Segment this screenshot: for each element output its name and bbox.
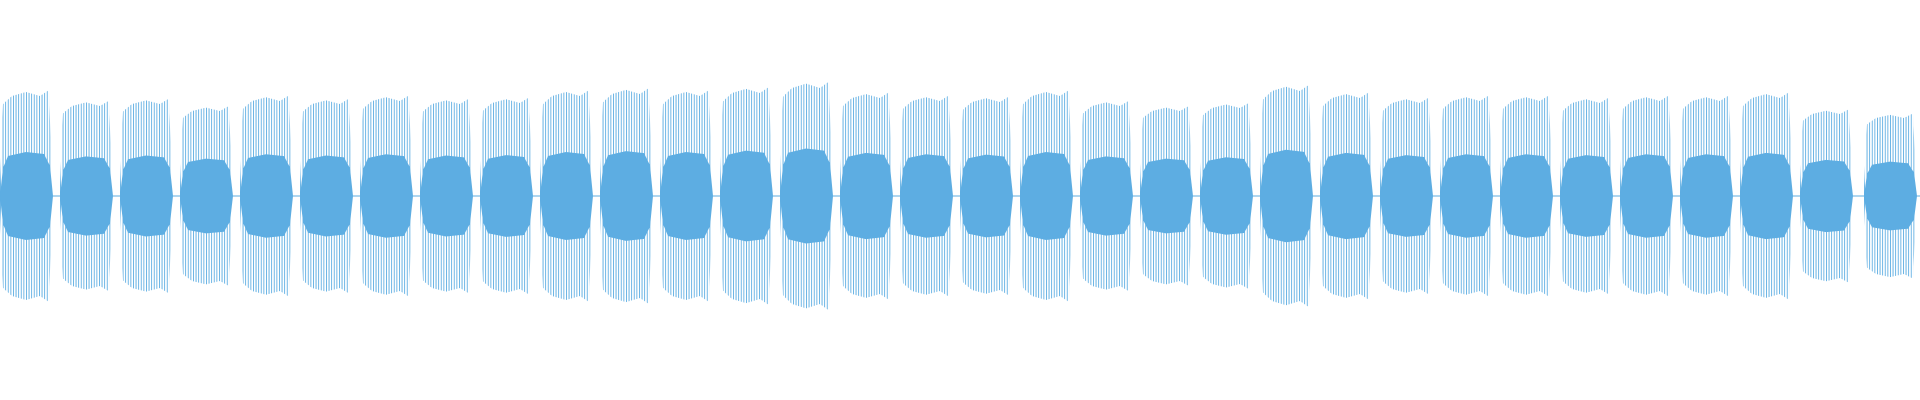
burst xyxy=(660,90,713,302)
burst xyxy=(900,95,953,297)
burst xyxy=(300,98,353,294)
burst xyxy=(180,105,233,287)
burst xyxy=(1260,84,1313,308)
burst xyxy=(840,92,893,300)
burst xyxy=(1200,102,1253,290)
burst xyxy=(360,95,413,297)
burst xyxy=(600,87,653,305)
burst xyxy=(480,97,533,295)
burst xyxy=(1620,95,1673,297)
burst xyxy=(780,81,833,311)
burst xyxy=(1500,95,1553,297)
burst xyxy=(720,86,773,306)
burst xyxy=(60,100,113,292)
burst xyxy=(1440,95,1493,297)
burst xyxy=(240,95,293,297)
burst xyxy=(0,90,53,302)
burst xyxy=(1020,90,1073,302)
burst xyxy=(1680,95,1733,297)
burst xyxy=(1740,92,1793,300)
burst xyxy=(960,96,1013,296)
burst xyxy=(1560,97,1613,295)
burst xyxy=(1380,97,1433,295)
burst xyxy=(1864,113,1917,279)
burst xyxy=(1320,92,1373,300)
burst xyxy=(1080,100,1133,292)
burst xyxy=(420,98,473,294)
burst xyxy=(1800,109,1853,283)
burst xyxy=(120,98,173,294)
burst xyxy=(1140,105,1193,287)
burst xyxy=(540,90,593,302)
